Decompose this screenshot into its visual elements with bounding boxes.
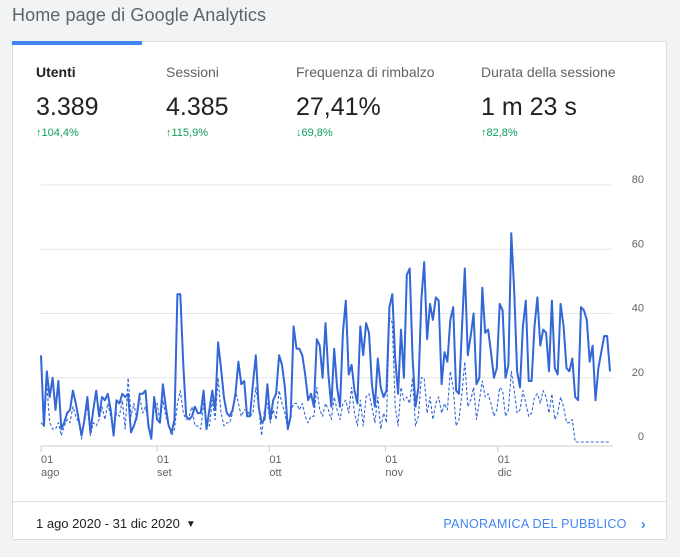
x-tick-month-label: ago — [41, 467, 59, 479]
analytics-card: Utenti 3.389 ↑104,4% Sessioni 4.385 ↑115… — [12, 41, 667, 540]
y-tick-label: 80 — [632, 174, 644, 186]
x-tick-day-label: 01 — [385, 454, 397, 466]
x-tick-day-label: 01 — [41, 454, 53, 466]
metric-delta: ↓69,8% — [296, 127, 435, 139]
chevron-right-icon: › — [640, 516, 646, 533]
metric-value: 1 m 23 s — [481, 93, 577, 121]
x-tick-day-label: 01 — [498, 454, 510, 466]
y-tick-label: 60 — [632, 238, 644, 250]
y-tick-label: 20 — [632, 367, 644, 379]
arrow-up-icon: ↑ — [481, 127, 487, 139]
x-tick-day-label: 01 — [269, 454, 281, 466]
metric-tab-users[interactable]: Utenti 3.389 ↑104,4% — [36, 64, 99, 139]
metric-label: Sessioni — [166, 64, 219, 80]
metric-label: Durata della sessione — [481, 64, 616, 80]
y-tick-label: 40 — [632, 303, 644, 315]
arrow-down-icon: ↓ — [296, 127, 302, 139]
page-title: Home page di Google Analytics — [12, 5, 267, 25]
metric-delta: ↑104,4% — [36, 127, 99, 139]
audience-overview-link[interactable]: PANORAMICA DEL PUBBLICO › — [443, 516, 646, 533]
x-tick-month-label: set — [157, 467, 172, 479]
metric-delta-value: 115,9% — [171, 127, 209, 139]
arrow-up-icon: ↑ — [166, 127, 172, 139]
y-tick-label: 0 — [638, 431, 644, 443]
metric-delta: ↑82,8% — [481, 127, 616, 139]
metric-label: Utenti — [36, 64, 76, 80]
series-line-solid — [40, 232, 611, 440]
x-tick-month-label: dic — [498, 467, 513, 479]
x-tick-month-label: nov — [385, 467, 403, 479]
active-tab-indicator — [12, 41, 142, 45]
metric-tab-sessions[interactable]: Sessioni 4.385 ↑115,9% — [166, 64, 229, 139]
metric-value: 27,41% — [296, 93, 381, 121]
metric-value: 4.385 — [166, 93, 229, 121]
metric-label: Frequenza di rimbalzo — [296, 64, 435, 80]
metric-delta: ↑115,9% — [166, 127, 229, 139]
footer-divider — [13, 501, 666, 502]
metric-delta-value: 69,8% — [301, 127, 333, 139]
metric-tab-session-duration[interactable]: Durata della sessione 1 m 23 s ↑82,8% — [481, 64, 616, 139]
series-line-dashed — [40, 316, 610, 443]
audience-overview-label: PANORAMICA DEL PUBBLICO — [443, 517, 627, 531]
arrow-up-icon: ↑ — [36, 127, 42, 139]
metric-tab-bounce-rate[interactable]: Frequenza di rimbalzo 27,41% ↓69,8% — [296, 64, 435, 139]
metric-value: 3.389 — [36, 93, 99, 121]
x-tick-month-label: ott — [269, 467, 281, 479]
date-range-selector[interactable]: 1 ago 2020 - 31 dic 2020 ▼ — [36, 516, 196, 531]
caret-down-icon: ▼ — [185, 519, 196, 530]
date-range-label: 1 ago 2020 - 31 dic 2020 — [36, 516, 180, 531]
x-tick-day-label: 01 — [157, 454, 169, 466]
metric-delta-value: 82,8% — [486, 127, 518, 139]
metric-delta-value: 104,4% — [41, 127, 79, 139]
